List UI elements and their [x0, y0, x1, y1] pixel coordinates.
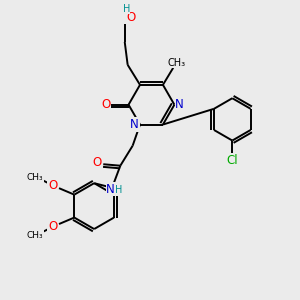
- Text: N: N: [130, 118, 139, 131]
- Text: O: O: [48, 179, 57, 192]
- Text: Cl: Cl: [226, 154, 238, 167]
- Text: CH₃: CH₃: [27, 231, 43, 240]
- Text: O: O: [48, 220, 57, 233]
- Text: N: N: [175, 98, 184, 111]
- Text: O: O: [101, 98, 110, 111]
- Text: O: O: [93, 156, 102, 169]
- Text: H: H: [115, 185, 122, 195]
- Text: H: H: [122, 4, 130, 14]
- Text: O: O: [127, 11, 136, 24]
- Text: CH₃: CH₃: [168, 58, 186, 68]
- Text: N: N: [106, 183, 115, 196]
- Text: CH₃: CH₃: [27, 172, 43, 182]
